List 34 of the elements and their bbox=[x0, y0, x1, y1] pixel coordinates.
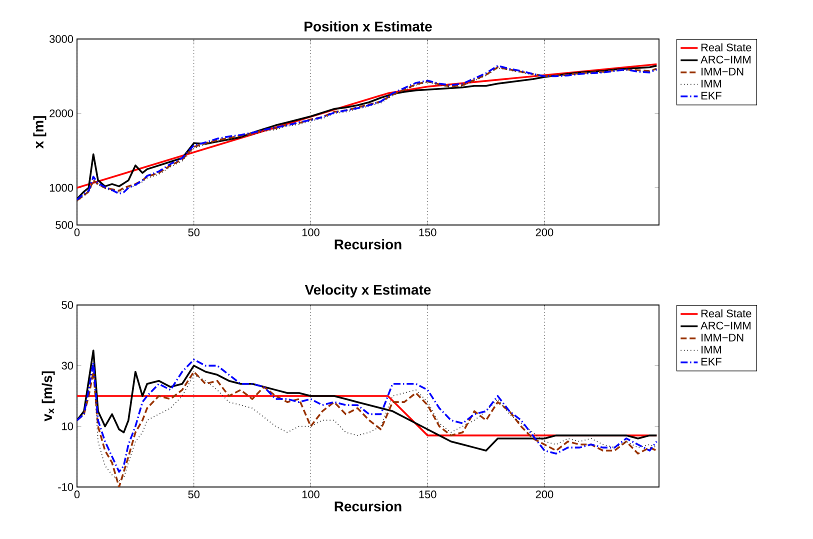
x-tick-label: 150 bbox=[419, 490, 436, 498]
y-axis-title: x [m] bbox=[33, 116, 46, 149]
x-tick-label: 50 bbox=[188, 228, 200, 236]
legend-label: IMM−DN bbox=[702, 334, 744, 342]
legend-label: IMM bbox=[702, 346, 721, 354]
chart-title: Position x Estimate bbox=[304, 21, 432, 32]
x-tick-label: 50 bbox=[188, 490, 200, 498]
legend-label: ARC−IMM bbox=[700, 322, 750, 330]
legend-label: IMM bbox=[702, 80, 721, 88]
x-tick-label: 200 bbox=[536, 490, 554, 498]
x-tick-label: 150 bbox=[419, 228, 436, 236]
legend-label: EKF bbox=[701, 92, 722, 100]
y-tick-label: 3000 bbox=[50, 35, 74, 43]
x-axis-title: Recursion bbox=[334, 239, 402, 250]
legend-label: Real State bbox=[701, 43, 752, 52]
x-tick-label: 100 bbox=[302, 490, 320, 498]
legend-label: EKF bbox=[701, 358, 722, 366]
x-tick-label: 100 bbox=[302, 228, 320, 236]
y-tick-label: 2000 bbox=[50, 110, 74, 118]
legend-label: Real State bbox=[701, 309, 752, 318]
y-tick-label: 500 bbox=[56, 221, 74, 229]
y-tick-label: 30 bbox=[62, 362, 74, 370]
y-tick-label: 50 bbox=[62, 301, 74, 309]
y-axis-title: v$_{x}$ [m/s] bbox=[42, 371, 55, 422]
legend-label: ARC−IMM bbox=[700, 56, 750, 64]
chart-title: Velocity x Estimate bbox=[304, 284, 431, 298]
x-tick-label: 0 bbox=[74, 490, 80, 498]
x-tick-label: 200 bbox=[536, 228, 554, 236]
y-tick-label: 1000 bbox=[50, 184, 74, 192]
x-tick-label: 0 bbox=[74, 228, 80, 236]
x-axis-title: Recursion bbox=[334, 501, 402, 512]
y-tick-label: 10 bbox=[62, 422, 74, 430]
y-tick-label: -10 bbox=[58, 483, 74, 491]
legend-label: IMM−DN bbox=[702, 68, 744, 76]
